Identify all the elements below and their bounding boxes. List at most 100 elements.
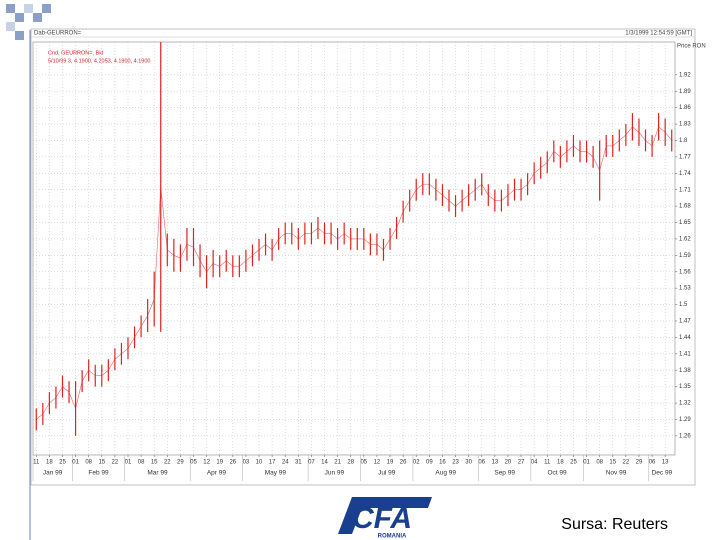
connector [173, 255, 181, 259]
y-tick-label: 1.92 [679, 72, 691, 78]
month-label: Feb 99 [88, 470, 109, 477]
connector [540, 162, 548, 169]
connector [553, 151, 561, 158]
x-tick-label: 26 [400, 460, 407, 466]
connector [101, 369, 109, 376]
connector [619, 134, 627, 141]
connector [612, 140, 620, 147]
connector [402, 200, 410, 212]
x-tick-label: 18 [557, 460, 564, 466]
connector [409, 189, 417, 201]
connector [298, 233, 306, 240]
x-tick-label: 03 [243, 460, 250, 466]
x-tick-label: 28 [347, 460, 354, 466]
x-tick-label: 09 [426, 460, 433, 466]
connector [42, 402, 50, 415]
x-tick-label: 26 [229, 460, 236, 466]
connector [507, 189, 515, 196]
connector [167, 249, 175, 256]
connector [573, 145, 581, 152]
connector [127, 337, 135, 349]
x-tick-label: 05 [190, 460, 197, 466]
x-tick-label: 31 [295, 460, 302, 466]
connector [75, 381, 83, 409]
x-tick-label: 15 [98, 460, 105, 466]
connector [468, 189, 476, 196]
connector [239, 260, 247, 267]
x-tick-label: 19 [216, 460, 223, 466]
month-label: Dec 99 [652, 470, 673, 477]
month-label: Apr 99 [207, 470, 227, 477]
x-tick-label: 22 [112, 460, 119, 466]
x-tick-label: 15 [609, 460, 616, 466]
y-tick-label: 1.86 [679, 105, 691, 111]
legend-note: 5/10/99 3, 4.1900, 4.2053, 4.1900, 4.190… [48, 58, 150, 64]
connector [36, 413, 44, 420]
x-tick-label: 25 [570, 460, 577, 466]
x-tick-label: 04 [531, 460, 538, 466]
connector [638, 132, 646, 141]
x-tick-label: 29 [177, 460, 184, 466]
connector [645, 140, 653, 147]
month-label: Aug 99 [435, 470, 456, 477]
connector [435, 189, 443, 196]
x-tick-label: 11 [33, 460, 40, 466]
plot-area [32, 41, 676, 456]
y-tick-label: 1.53 [679, 286, 691, 292]
x-tick-label: 12 [203, 460, 210, 466]
x-tick-label: 30 [465, 460, 472, 466]
connector [265, 244, 273, 251]
connector [55, 386, 63, 398]
y-tick-label: 1.26 [679, 433, 691, 439]
connector [416, 183, 423, 190]
chart-frame [30, 28, 696, 486]
x-tick-label: 13 [492, 460, 499, 466]
connector [488, 194, 496, 201]
connector [461, 194, 469, 201]
connector [363, 238, 371, 245]
connector [442, 194, 450, 201]
connector [330, 233, 338, 240]
x-tick-label: 24 [282, 460, 289, 466]
y-tick-label: 1.74 [679, 171, 691, 177]
connector [271, 238, 279, 251]
connector [533, 167, 541, 174]
chart-header: Dab-GEURRON= [34, 31, 82, 37]
logo: CFA ROMANIA [338, 497, 432, 540]
logo-subtext: ROMANIA [378, 534, 407, 540]
y-tick-label: 1.29 [679, 417, 691, 423]
x-tick-label: 06 [649, 460, 656, 466]
connector [81, 370, 89, 382]
connector [389, 227, 397, 240]
connector [376, 244, 384, 251]
y-tick-label: 1.44 [679, 335, 691, 341]
connector [664, 132, 672, 141]
x-tick-label: 27 [518, 460, 525, 466]
y-tick-label: 1.71 [679, 187, 691, 193]
x-tick-label: 19 [387, 460, 394, 466]
x-tick-label: 01 [72, 460, 79, 466]
connector [481, 184, 489, 196]
x-tick-label: 12 [374, 460, 381, 466]
x-tick-label: 22 [164, 460, 171, 466]
y-tick-label: 1.32 [679, 401, 691, 407]
connector [206, 263, 214, 272]
x-tick-label: 18 [46, 460, 53, 466]
connector [383, 238, 391, 251]
month-label: May 99 [265, 470, 287, 477]
connector [278, 233, 286, 240]
connector [632, 126, 640, 133]
connector [651, 126, 659, 147]
x-tick-label: 16 [439, 460, 446, 466]
x-tick-label: 14 [321, 460, 328, 466]
y-tick-label: 1.5 [679, 302, 688, 308]
connector [134, 326, 142, 338]
connector [311, 227, 319, 234]
x-tick-label: 20 [505, 460, 512, 466]
month-label: Mar 99 [147, 470, 168, 477]
connector [49, 397, 57, 404]
connector [114, 353, 122, 360]
y-tick-label: 1.35 [679, 384, 691, 390]
y-tick-label: 1.59 [679, 253, 691, 259]
